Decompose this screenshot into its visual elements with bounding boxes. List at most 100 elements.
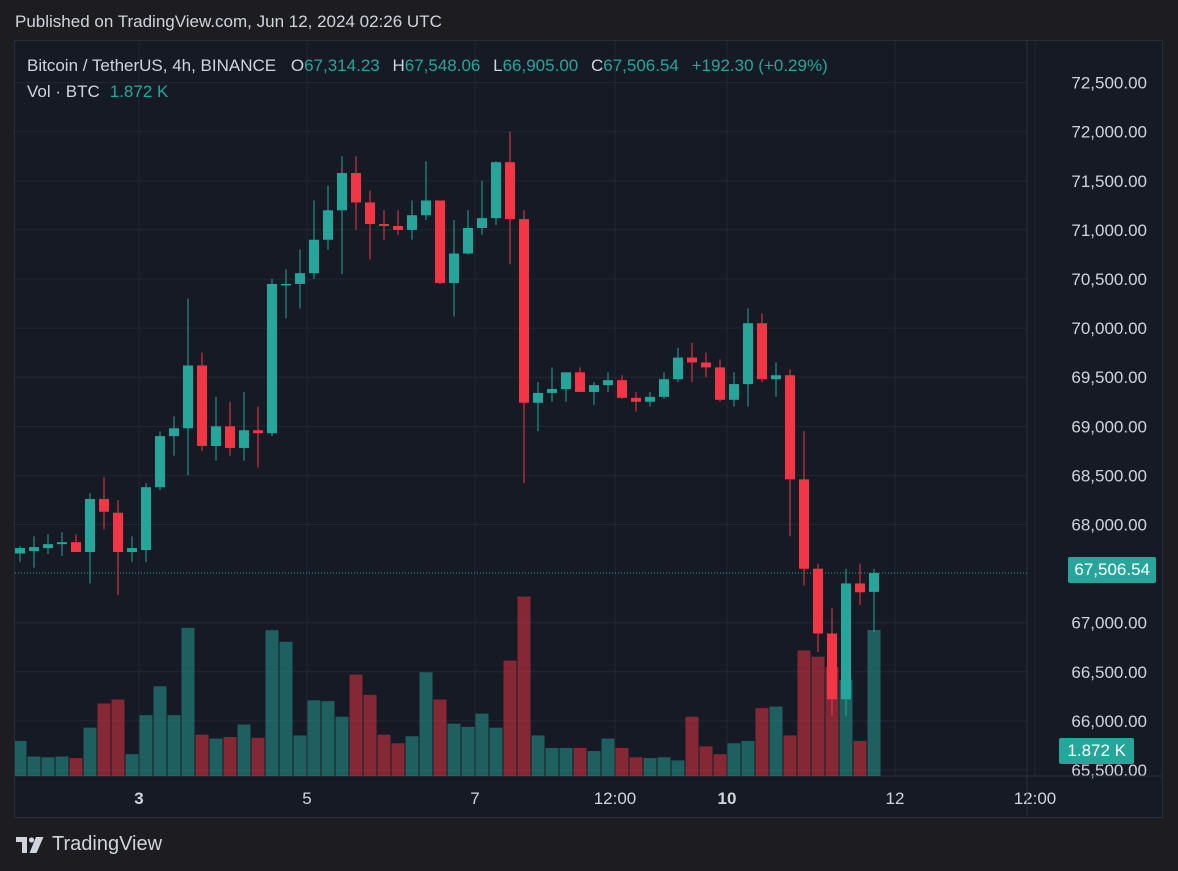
volume-bar [853, 740, 867, 776]
candle-body [323, 210, 333, 240]
x-tick-label: 12:00 [1014, 789, 1057, 808]
volume-bar [223, 737, 237, 776]
candle-body [687, 357, 697, 363]
candle-body [281, 283, 291, 286]
high-label: H [392, 56, 405, 75]
candle-body [589, 385, 599, 392]
candle-body [85, 498, 95, 553]
volume-bar [349, 674, 363, 776]
volume-bar [321, 701, 335, 776]
y-tick-label: 71,500.00 [1071, 172, 1147, 191]
candle-body [449, 253, 459, 283]
volume-bar [503, 660, 517, 776]
candle-body [435, 200, 445, 283]
symbol-title[interactable]: Bitcoin / TetherUS, 4h, BINANCE [27, 56, 277, 75]
volume-bar [377, 734, 391, 776]
candle-body [519, 219, 529, 403]
volume-bar [237, 724, 251, 776]
candle-body [575, 372, 585, 392]
footer-brand-text: TradingView [52, 833, 163, 855]
candle-body [127, 548, 137, 553]
candle-body [785, 375, 795, 480]
volume-bar [671, 760, 685, 776]
change-value: +192.30 (+0.29%) [691, 56, 828, 75]
candle-body [715, 367, 725, 400]
volume-bar [685, 716, 699, 776]
volume-bar [293, 735, 307, 776]
volume-bar [531, 735, 545, 776]
x-tick-label: 12:00 [594, 789, 637, 808]
candle-body [239, 430, 249, 448]
volume-bar [699, 746, 713, 776]
candle-body [43, 544, 53, 549]
low-label: L [493, 56, 503, 75]
volume-bar [447, 723, 461, 776]
candle-body [337, 172, 347, 211]
legend: Bitcoin / TetherUS, 4h, BINANCE O67,314.… [27, 55, 828, 107]
volume-bar [797, 650, 811, 776]
volume-value: 1.872 K [109, 82, 169, 101]
candle-body [57, 542, 67, 545]
volume-bar [559, 747, 573, 776]
candle-body [393, 226, 403, 230]
volume-bar [755, 708, 769, 776]
candle-body [421, 200, 431, 216]
candle-body [659, 379, 669, 397]
candle-body [477, 218, 487, 228]
chart-pane[interactable]: 72,500.00 72,000.00 71,500.00 71,000.00 70,5… [14, 40, 1163, 818]
candle-body [141, 487, 151, 551]
y-tick-label: 66,500.00 [1071, 663, 1147, 682]
candle-body [869, 572, 879, 592]
volume-bar [489, 727, 503, 776]
candle-body [603, 380, 613, 386]
y-tick-label: 70,000.00 [1071, 319, 1147, 338]
volume-bar [461, 726, 475, 776]
volume-bar [15, 740, 27, 776]
close-value: 67,506.54 [603, 56, 679, 75]
price-chart[interactable]: 72,500.00 72,000.00 71,500.00 71,000.00 70,5… [15, 41, 1163, 818]
volume-bar [629, 757, 643, 776]
volume-bar [209, 738, 223, 776]
y-tick-label: 72,000.00 [1071, 123, 1147, 142]
volume-bar [769, 706, 783, 776]
candle-body [351, 172, 361, 203]
volume-bar [727, 743, 741, 776]
candle-body [771, 375, 781, 380]
y-tick-label: 66,000.00 [1071, 712, 1147, 731]
candle-body [813, 568, 823, 634]
y-tick-label: 67,000.00 [1071, 614, 1147, 633]
x-tick-label: 10 [718, 789, 737, 808]
footer-branding: TradingView [16, 833, 162, 856]
y-tick-label: 65,500.00 [1071, 761, 1147, 780]
candle-body [211, 426, 221, 446]
volume-bar [713, 754, 727, 776]
volume-bar [69, 758, 83, 776]
y-tick-label: 68,500.00 [1071, 466, 1147, 485]
tradingview-logo-icon [16, 836, 44, 853]
volume-bar [83, 727, 97, 776]
candle-body [15, 548, 25, 554]
high-value: 67,548.06 [404, 56, 481, 75]
volume-bar [139, 715, 153, 776]
candle-body [463, 227, 473, 254]
candle-body [505, 162, 515, 220]
published-caption: Published on TradingView.com, Jun 12, 20… [15, 12, 442, 31]
volume-bar [867, 629, 881, 776]
candle-body [197, 365, 207, 446]
candle-body [491, 162, 501, 219]
volume-bar [181, 627, 195, 776]
volume-bar [615, 747, 629, 776]
candle-body [855, 583, 865, 593]
candle-body [365, 202, 375, 225]
volume-label[interactable]: Vol · BTC [27, 82, 100, 101]
candle-body [183, 365, 193, 429]
x-tick-label: 5 [302, 789, 311, 808]
volume-bar [111, 699, 125, 776]
volume-bar [265, 630, 279, 776]
candle-body [309, 239, 319, 274]
volume-bar [419, 672, 433, 776]
x-tick-label: 7 [470, 789, 479, 808]
y-tick-label: 69,000.00 [1071, 417, 1147, 436]
candle-body [225, 426, 235, 448]
close-label: C [590, 56, 604, 75]
